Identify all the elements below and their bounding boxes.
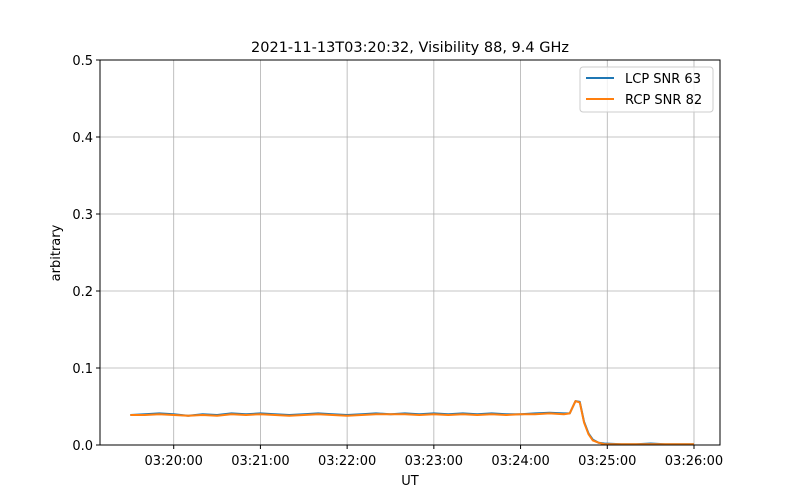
- x-tick-label: 03:26:00: [665, 454, 723, 469]
- grid: [100, 59, 720, 446]
- x-tick-label: 03:25:00: [578, 454, 636, 469]
- chart-title: 2021-11-13T03:20:32, Visibility 88, 9.4 …: [251, 40, 569, 56]
- y-tick-label: 0.5: [72, 54, 93, 69]
- x-tick-label: 03:23:00: [405, 454, 463, 469]
- x-tick-label: 03:20:00: [145, 454, 203, 469]
- x-tick-label: 03:21:00: [231, 454, 289, 469]
- x-tick-label: 03:24:00: [491, 454, 549, 469]
- series-line-lcp: [130, 400, 694, 446]
- y-axis-label: arbitrary: [49, 224, 64, 281]
- y-tick-label: 0.1: [72, 362, 93, 377]
- x-axis-label: UT: [401, 474, 419, 489]
- legend-label-rcp: RCP SNR 82: [625, 93, 702, 108]
- legend: LCP SNR 63 RCP SNR 82: [579, 66, 714, 113]
- series-lines: [130, 400, 694, 446]
- y-tick-label: 0.3: [72, 208, 93, 223]
- series-line-rcp: [130, 400, 694, 446]
- x-tick-label: 03:22:00: [318, 454, 376, 469]
- y-tick-label: 0.0: [72, 439, 93, 454]
- y-tick-label: 0.4: [72, 131, 93, 146]
- plot-frame: [99, 59, 721, 446]
- legend-label-lcp: LCP SNR 63: [625, 72, 701, 87]
- ticks: 03:20:00 03:21:00 03:22:00 03:23:00 03:24:00…: [72, 54, 723, 469]
- y-tick-label: 0.2: [72, 285, 93, 300]
